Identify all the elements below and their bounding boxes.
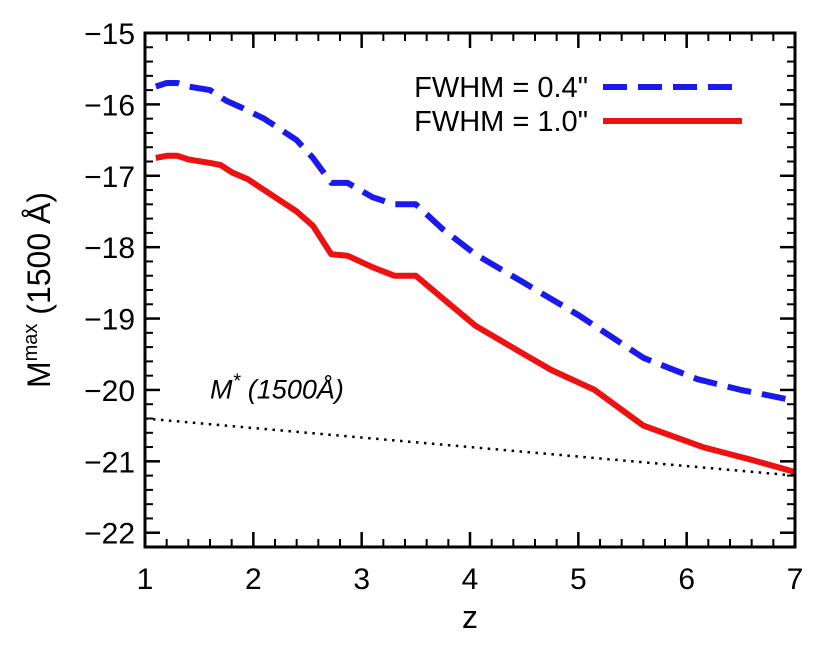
y-tick-label: −19 [84, 304, 135, 337]
annotation-m-star-sup: * [233, 371, 242, 393]
legend-label-fwhm-1-0: FWHM = 1.0" [414, 106, 588, 138]
x-tick-label: 4 [462, 563, 479, 596]
y-tick-label: −15 [84, 18, 135, 51]
y-axis-label-sup: max [20, 324, 42, 362]
y-tick-label: −22 [84, 518, 135, 551]
y-tick-label: −17 [84, 161, 135, 194]
annotation-m-star: M* (1500Å) [210, 371, 344, 405]
x-tick-label: 1 [137, 563, 154, 596]
x-tick-label: 2 [245, 563, 262, 596]
annotation-m-star-rest: (1500Å) [240, 374, 344, 405]
legend-label-fwhm-0-4: FWHM = 0.4" [414, 72, 588, 104]
series-line-1 [155, 152, 796, 475]
y-tick-label: −21 [84, 446, 135, 479]
series-line-0 [154, 80, 796, 404]
x-tick-label: 6 [678, 563, 695, 596]
x-axis-label: z [462, 599, 478, 635]
y-axis-label-base: M [21, 361, 57, 388]
annotation-m-star-main: M [210, 375, 233, 405]
y-tick-label: −18 [84, 232, 135, 265]
plot-lines [144, 80, 796, 477]
axis-tick-labels: 1 2 3 4 5 6 7 −15 −16 −17 −18 −19 −20 −21 −22 [84, 18, 803, 596]
x-tick-label: 7 [787, 563, 804, 596]
y-axis-label-rest: (1500 Å) [21, 192, 57, 324]
legend: FWHM = 0.4" FWHM = 1.0" [414, 72, 742, 138]
y-axis-label: Mmax (1500 Å) [20, 192, 57, 388]
x-tick-label: 5 [570, 563, 587, 596]
y-tick-label: −16 [84, 89, 135, 122]
y-tick-label: −20 [84, 375, 135, 408]
x-tick-label: 3 [353, 563, 370, 596]
axis-ticks [143, 31, 797, 547]
